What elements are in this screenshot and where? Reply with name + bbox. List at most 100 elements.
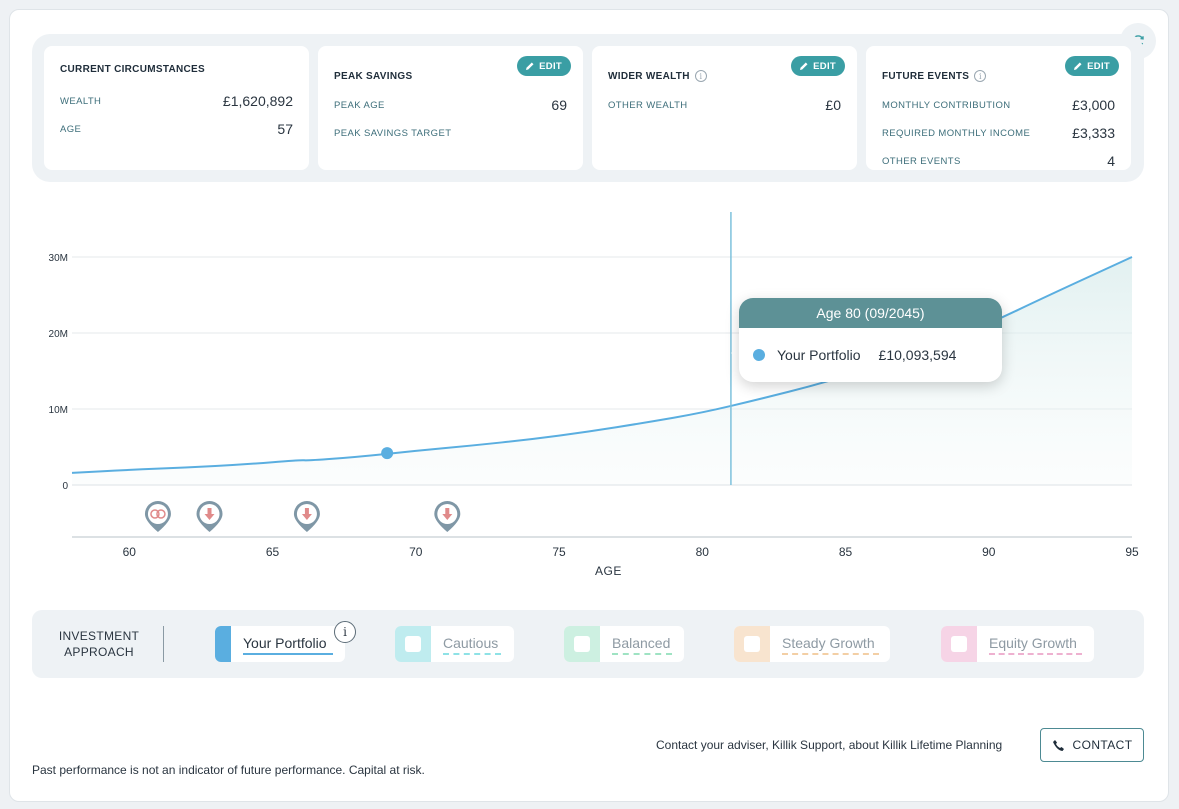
y-tick-label: 20M (49, 329, 68, 340)
future-events-card: FUTURE EVENTS i EDIT MONTHLY CONTRIBUTIO… (866, 46, 1131, 170)
row-label: AGE (60, 123, 82, 135)
row-value: £1,620,892 (222, 93, 293, 109)
disclaimer: Past performance is not an indicator of … (32, 763, 425, 777)
summary-panel: CURRENT CIRCUMSTANCES WEALTH £1,620,892 … (32, 34, 1144, 182)
edit-label: EDIT (539, 60, 562, 72)
row-label: PEAK SAVINGS TARGET (334, 127, 452, 139)
monthly-contribution-row: MONTHLY CONTRIBUTION £3,000 (882, 95, 1115, 115)
y-tick-label: 10M (49, 405, 68, 416)
option-your-portfolio[interactable]: Your Portfolio (215, 626, 345, 662)
row-value: £3,333 (1072, 125, 1115, 141)
option-underline (782, 653, 879, 655)
x-tick-label: 80 (696, 545, 710, 559)
label-line-2: APPROACH (64, 645, 134, 659)
option-swatch (941, 626, 977, 662)
option-swatch (215, 626, 231, 662)
option-underline (243, 653, 333, 655)
row-value: 69 (551, 97, 567, 113)
x-tick-label: 90 (982, 545, 996, 559)
investment-approach-bar: INVESTMENT APPROACH Your Portfolio i Cau… (32, 610, 1144, 678)
label-line-1: INVESTMENT (58, 629, 140, 643)
edit-button[interactable]: EDIT (1065, 56, 1119, 76)
contact-button[interactable]: CONTACT (1040, 728, 1144, 762)
row-value: 57 (277, 121, 293, 137)
divider (163, 626, 164, 662)
row-label: OTHER WEALTH (608, 99, 688, 111)
pencil-icon (526, 62, 534, 70)
checkbox[interactable] (744, 636, 760, 652)
edit-button[interactable]: EDIT (517, 56, 571, 76)
arrow-down-icon (301, 508, 312, 520)
edit-label: EDIT (1087, 60, 1110, 72)
info-icon[interactable]: i (694, 70, 707, 82)
age-row: AGE 57 (60, 119, 293, 139)
peak-savings-point (381, 447, 394, 460)
row-label: WEALTH (60, 95, 102, 107)
option-swatch (734, 626, 770, 662)
x-tick-label: 65 (266, 545, 280, 559)
checkbox[interactable] (951, 636, 967, 652)
tooltip-series-name: Your Portfolio (777, 347, 861, 363)
tooltip-title: Age 80 (09/2045) (739, 298, 1002, 328)
y-tick-label: 30M (49, 253, 68, 264)
rings-icon (150, 509, 166, 519)
contact-text: Contact your adviser, Killik Support, ab… (656, 738, 1003, 752)
card-title: PEAK SAVINGS (334, 70, 413, 82)
option-underline (443, 653, 501, 655)
x-tick-label: 60 (123, 545, 137, 559)
row-label: MONTHLY CONTRIBUTION (882, 99, 1011, 111)
x-tick-label: 75 (552, 545, 566, 559)
option-label: Steady Growth (782, 635, 875, 651)
row-value: 4 (1107, 153, 1115, 169)
row-value: £3,000 (1072, 97, 1115, 113)
option-underline (989, 653, 1082, 655)
wealth-row: WEALTH £1,620,892 (60, 91, 293, 111)
edit-label: EDIT (813, 60, 836, 72)
tooltip-pointer (731, 345, 740, 361)
card-title: FUTURE EVENTS (882, 70, 970, 82)
option-swatch (564, 626, 600, 662)
investment-approach-label: INVESTMENT APPROACH (56, 628, 142, 660)
x-tick-label: 95 (1125, 545, 1139, 559)
row-label: OTHER EVENTS (882, 155, 961, 167)
option-underline (612, 653, 672, 655)
phone-icon (1052, 739, 1064, 751)
pencil-icon (1074, 62, 1082, 70)
option-cautious[interactable]: Cautious (395, 626, 514, 662)
other-wealth-row: OTHER WEALTH £0 (608, 95, 841, 115)
option-label: Equity Growth (989, 635, 1077, 651)
arrow-down-icon (442, 508, 453, 520)
option-equity-growth[interactable]: Equity Growth (941, 626, 1094, 662)
card-title: WIDER WEALTH (608, 70, 690, 82)
option-label: Balanced (612, 635, 671, 651)
peak-age-row: PEAK AGE 69 (334, 95, 567, 115)
option-balanced[interactable]: Balanced (564, 626, 684, 662)
edit-button[interactable]: EDIT (791, 56, 845, 76)
option-steady-growth[interactable]: Steady Growth (734, 626, 890, 662)
card-title: CURRENT CIRCUMSTANCES (60, 63, 206, 75)
info-icon[interactable]: i (334, 621, 356, 643)
current-circumstances-card: CURRENT CIRCUMSTANCES WEALTH £1,620,892 … (44, 46, 309, 170)
tooltip-value: £10,093,594 (878, 347, 957, 363)
checkbox[interactable] (574, 636, 590, 652)
option-swatch (395, 626, 431, 662)
x-tick-label: 70 (409, 545, 423, 559)
checkbox[interactable] (405, 636, 421, 652)
series-area (72, 257, 1132, 485)
x-axis-title: AGE (595, 564, 622, 578)
peak-savings-card: PEAK SAVINGS EDIT PEAK AGE 69 PEAK SAVIN… (318, 46, 583, 170)
peak-savings-target-row: PEAK SAVINGS TARGET (334, 123, 567, 143)
y-tick-label: 0 (62, 481, 68, 492)
other-events-row: OTHER EVENTS 4 (882, 151, 1115, 171)
row-label: REQUIRED MONTHLY INCOME (882, 127, 1031, 139)
info-icon[interactable]: i (974, 70, 987, 82)
chart-tooltip: Age 80 (09/2045) Your Portfolio £10,093,… (739, 298, 1002, 382)
series-dot-icon (753, 349, 765, 361)
wealth-projection-chart[interactable]: 0 10M 20M 30M 60 65 70 75 80 85 90 95 (0, 200, 1179, 600)
arrow-down-icon (204, 508, 215, 520)
option-label: Your Portfolio (243, 635, 327, 651)
wider-wealth-card: WIDER WEALTH i EDIT OTHER WEALTH £0 (592, 46, 857, 170)
row-label: PEAK AGE (334, 99, 385, 111)
required-monthly-income-row: REQUIRED MONTHLY INCOME £3,333 (882, 123, 1115, 143)
pencil-icon (800, 62, 808, 70)
